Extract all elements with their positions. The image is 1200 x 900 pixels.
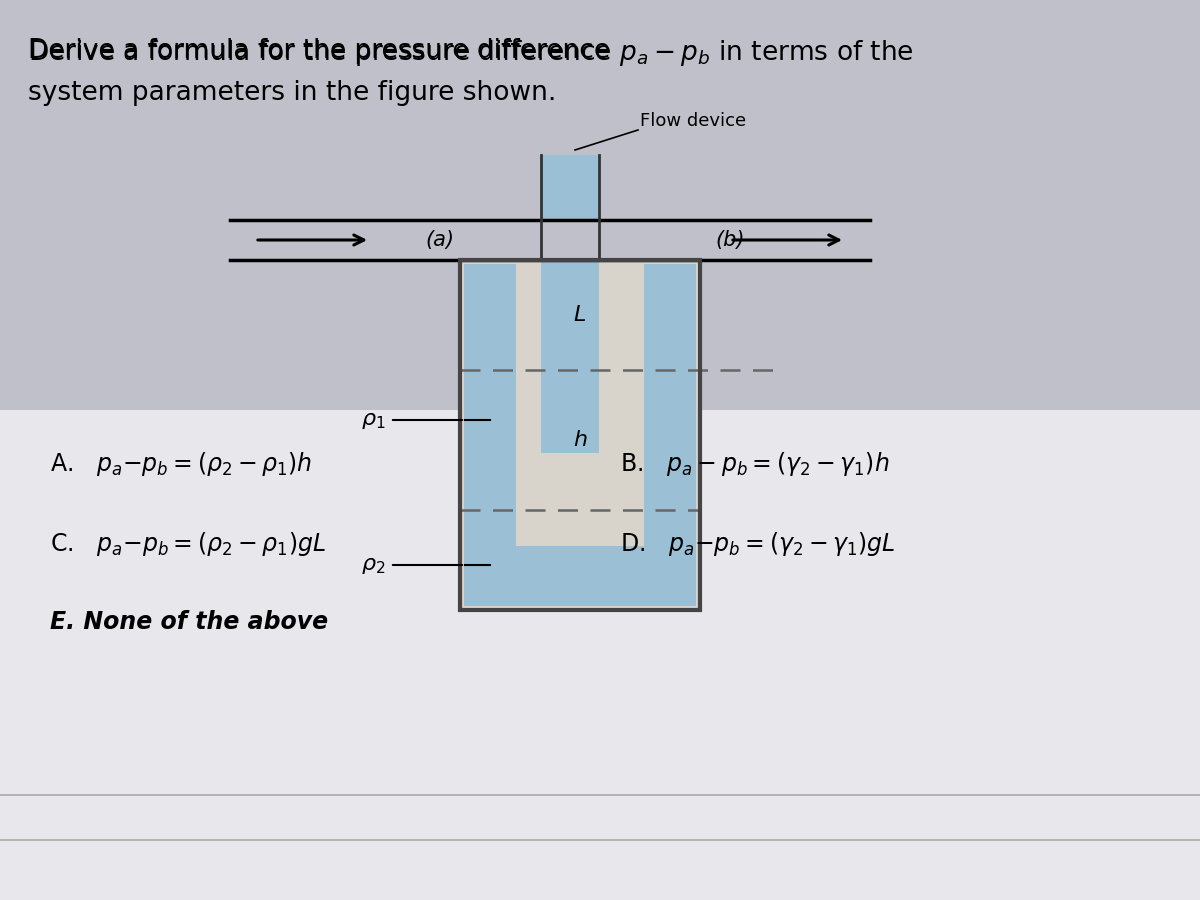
Text: $L$: $L$ <box>574 304 587 326</box>
Text: D.   $p_a{-}p_b = (\gamma_2 - \gamma_1)gL$: D. $p_a{-}p_b = (\gamma_2 - \gamma_1)gL$ <box>620 530 895 558</box>
Text: $\rho_1$: $\rho_1$ <box>360 409 385 431</box>
Bar <box>460 260 700 610</box>
Text: $h$: $h$ <box>572 429 587 451</box>
Text: Flow device: Flow device <box>640 112 746 130</box>
Text: E. None of the above: E. None of the above <box>50 610 328 634</box>
Text: system parameters in the figure shown.: system parameters in the figure shown. <box>28 80 557 106</box>
Bar <box>541 260 599 453</box>
Bar <box>644 264 696 606</box>
Text: $\rho_2$: $\rho_2$ <box>361 554 385 576</box>
Text: (b): (b) <box>715 230 745 250</box>
Bar <box>464 264 516 606</box>
Text: Derive a formula for the pressure difference $p_a - p_b$ in terms of the: Derive a formula for the pressure differ… <box>28 38 913 68</box>
Bar <box>460 260 700 610</box>
Text: A.   $p_a{-}p_b = (\rho_2 - \rho_1)h$: A. $p_a{-}p_b = (\rho_2 - \rho_1)h$ <box>50 450 312 478</box>
Bar <box>0 450 1200 900</box>
Text: (a): (a) <box>426 230 455 250</box>
Text: Derive a formula for the pressure difference: Derive a formula for the pressure differ… <box>28 38 618 64</box>
Bar <box>0 0 1200 450</box>
Bar <box>464 546 696 606</box>
Text: C.   $p_a{-}p_b = (\rho_2 - \rho_1)gL$: C. $p_a{-}p_b = (\rho_2 - \rho_1)gL$ <box>50 530 326 558</box>
Bar <box>541 155 599 220</box>
Text: B.   $p_a - p_b = (\gamma_2 - \gamma_1)h$: B. $p_a - p_b = (\gamma_2 - \gamma_1)h$ <box>620 450 889 478</box>
Bar <box>0 410 1200 900</box>
